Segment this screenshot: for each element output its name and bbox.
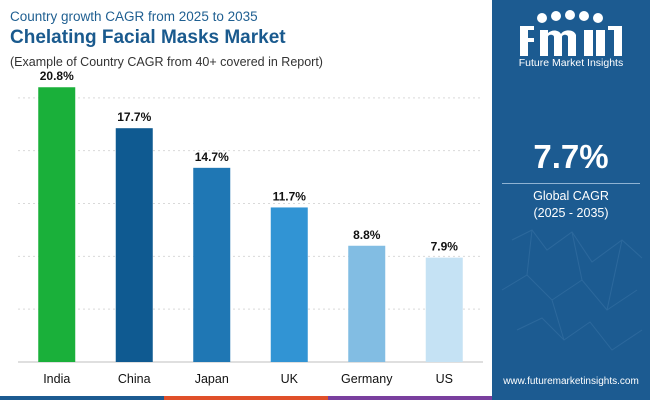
- fmi-logo: [520, 10, 622, 56]
- data-label-us: 7.9%: [431, 240, 459, 254]
- strip-segment-2: [164, 396, 328, 400]
- x-tick-label-uk: UK: [281, 372, 299, 386]
- website-link[interactable]: www.futuremarketinsights.com: [503, 376, 639, 387]
- x-tick-label-us: US: [436, 372, 453, 386]
- bottom-color-strip: [0, 396, 492, 400]
- chart-title: Chelating Facial Masks Market: [10, 27, 286, 48]
- panel-divider: [502, 183, 640, 184]
- global-cagr-value: 7.7%: [533, 138, 609, 175]
- bar-chart-svg: 20.8% India 17.7% China 14.7% Japan 11.7% UK 8.8…: [18, 69, 483, 386]
- x-tick-label-china: China: [118, 372, 151, 386]
- bar-us: [425, 257, 463, 362]
- x-tick-label-germany: Germany: [341, 372, 393, 386]
- bar-india: [38, 87, 76, 362]
- global-cagr-period: (2025 - 2035): [533, 206, 609, 220]
- chart-subtitle: Country growth CAGR from 2025 to 2035: [10, 9, 258, 24]
- panel-texture: [501, 229, 643, 351]
- x-tick-label-japan: Japan: [195, 372, 229, 386]
- data-label-india: 20.8%: [40, 69, 74, 83]
- strip-segment-3: [328, 396, 492, 400]
- bar-japan: [193, 167, 231, 362]
- chart-note: (Example of Country CAGR from 40+ covere…: [10, 55, 323, 69]
- data-label-japan: 14.7%: [195, 150, 229, 164]
- data-label-germany: 8.8%: [353, 228, 381, 242]
- bar-uk: [270, 207, 308, 362]
- strip-segment-1: [0, 396, 164, 400]
- bar-chart: 20.8% India 17.7% China 14.7% Japan 11.7% UK 8.8…: [18, 69, 483, 386]
- bar-china: [115, 128, 153, 362]
- summary-panel: Future Market Insights 7.7% Global CAGR …: [492, 0, 650, 400]
- global-cagr-label: Global CAGR: [533, 189, 609, 203]
- data-label-uk: 11.7%: [273, 189, 307, 203]
- header: Country growth CAGR from 2025 to 2035 Ch…: [10, 8, 480, 70]
- brand-name: Future Market Insights: [518, 57, 624, 69]
- data-label-china: 17.7%: [117, 110, 151, 124]
- bar-germany: [348, 245, 386, 362]
- x-tick-label-india: India: [43, 372, 70, 386]
